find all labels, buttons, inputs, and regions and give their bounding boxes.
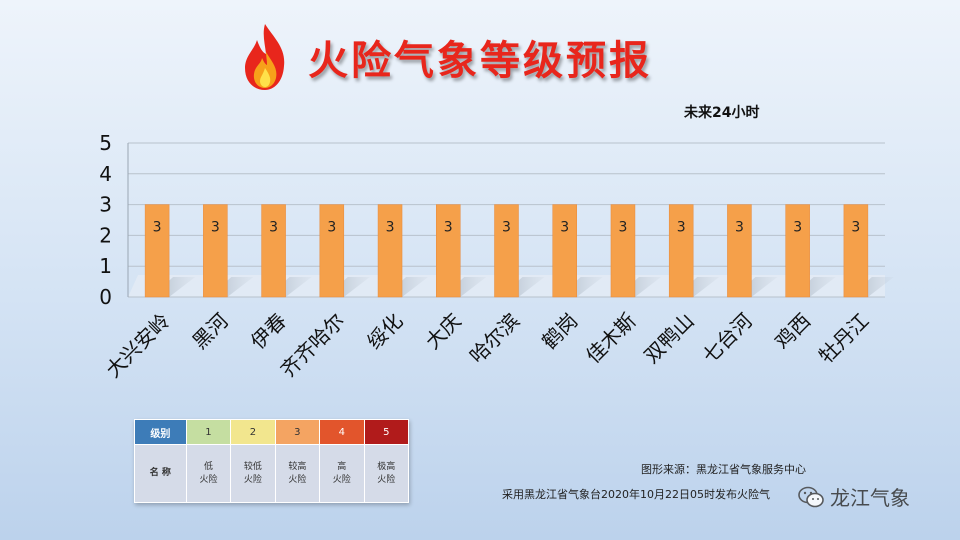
legend-level-1: 1 — [185, 419, 232, 445]
legend-name-3: 较高 火险 — [274, 444, 321, 503]
legend-level-header: 级别 — [134, 419, 187, 445]
bar-value-label: 3 — [153, 220, 162, 236]
y-tick-label: 1 — [99, 254, 112, 278]
legend-name-line: 较低 — [243, 461, 262, 472]
bar-value-label: 3 — [327, 220, 336, 236]
bar-value-label: 3 — [211, 220, 220, 236]
bar-value-label: 3 — [560, 220, 569, 236]
category-label: 黑河 — [188, 309, 233, 354]
category-label: 齐齐哈尔 — [276, 309, 350, 383]
category-label: 伊春 — [246, 309, 291, 354]
legend-name-2: 较低 火险 — [230, 444, 276, 503]
legend-name-row: 名 称 低火险 较低 火险 较高 火险高火险 极高 火险 — [134, 444, 409, 503]
category-label: 牡丹江 — [814, 309, 873, 368]
bar — [319, 204, 345, 298]
bar — [494, 204, 519, 298]
legend-name-4: 高火险 — [319, 444, 365, 503]
legend-name-line: 低 — [203, 461, 213, 472]
fire-risk-bar-chart: 0 1 2 3 4 5 3 大兴安岭 3 黑河 3 伊春 3 齐齐哈尔 3 绥化 3 大庆 3 哈尔滨 3 鹤岗 3 佳木斯 3… — [99, 131, 894, 383]
title-row: 火险气象等级预报 — [240, 22, 652, 92]
legend-name-line: 火险 — [199, 474, 218, 485]
category-label: 大兴安岭 — [101, 309, 175, 383]
category-label: 双鸭山 — [639, 309, 698, 368]
legend-name-line: 极高 — [377, 461, 396, 472]
category-label: 佳木斯 — [581, 309, 640, 368]
wechat-icon — [798, 486, 824, 507]
bar-value-label: 3 — [502, 220, 511, 236]
bar — [785, 204, 810, 298]
legend-name-line: 高 — [337, 461, 347, 472]
bar-value-label: 3 — [269, 220, 278, 236]
legend-name-header: 名 称 — [134, 444, 187, 503]
legend-level-2: 2 — [230, 419, 276, 445]
legend-level-5: 5 — [363, 419, 409, 445]
bar-value-label: 3 — [735, 220, 744, 236]
publish-text: 采用黑龙江省气象台2020年10月22日05时发布火险气 — [502, 488, 770, 501]
bar-value-label: 3 — [677, 220, 686, 236]
legend-name-1: 低火险 — [185, 444, 232, 503]
bar-value-label: 3 — [619, 220, 628, 236]
category-label: 鹤岗 — [537, 309, 582, 354]
bar — [436, 204, 461, 298]
bar-value-label: 3 — [793, 220, 802, 236]
category-label: 哈尔滨 — [465, 309, 524, 368]
legend-name-line: 较高 — [288, 461, 307, 472]
bar — [843, 204, 869, 298]
page-title: 火险气象等级预报 — [308, 38, 652, 84]
y-tick-label: 4 — [99, 162, 112, 186]
watermark-text: 龙江气象 — [830, 486, 910, 510]
legend-name-line: 火险 — [243, 474, 262, 485]
y-tick-label: 5 — [99, 131, 112, 155]
y-tick-label: 3 — [99, 193, 112, 217]
legend-level-3: 3 — [274, 419, 321, 445]
bar — [377, 204, 403, 298]
bar — [610, 204, 636, 298]
bar-value-label: 3 — [386, 220, 395, 236]
legend-name-line: 火险 — [377, 474, 396, 485]
forecast-period-label: 未来24小时 — [684, 105, 760, 121]
legend-name-line: 火险 — [332, 474, 351, 485]
bar — [727, 204, 752, 298]
bar-value-label: 3 — [444, 220, 453, 236]
bar — [552, 204, 577, 298]
category-label: 大庆 — [421, 309, 466, 354]
y-tick-label: 0 — [99, 285, 112, 309]
bar-value-label: 3 — [851, 220, 860, 236]
y-tick-label: 2 — [99, 223, 112, 247]
category-label: 鸡西 — [770, 309, 815, 354]
flame-icon — [245, 24, 285, 90]
legend-level-4: 4 — [319, 419, 365, 445]
bar — [144, 204, 170, 298]
source-text: 图形来源：黑龙江省气象服务中心 — [641, 463, 806, 476]
legend-name-line: 火险 — [288, 474, 307, 485]
category-label: 七台河 — [698, 309, 757, 368]
bar — [668, 204, 694, 298]
bar — [203, 204, 228, 298]
legend-name-5: 极高 火险 — [363, 444, 409, 503]
watermark: 龙江气象 — [798, 482, 910, 511]
bar — [261, 204, 286, 298]
category-label: 绥化 — [362, 309, 407, 354]
